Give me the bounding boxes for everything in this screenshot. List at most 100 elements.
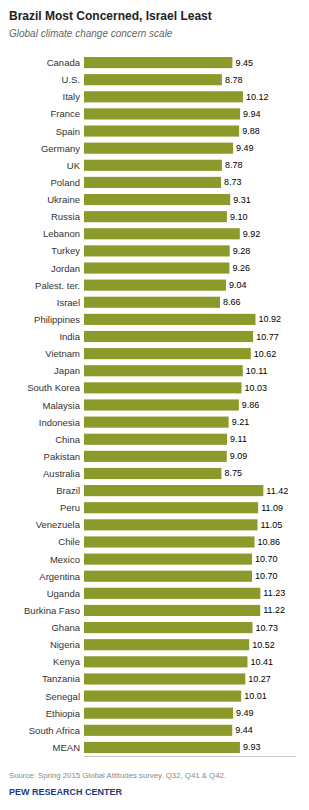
data-label: 11.42 — [266, 486, 288, 496]
bar — [84, 160, 222, 171]
data-label: 10.73 — [256, 623, 279, 633]
data-label: 8.78 — [225, 160, 243, 170]
category-label: South Korea — [27, 382, 81, 393]
bars — [84, 57, 263, 753]
category-label: Ghana — [51, 622, 80, 633]
category-label: Jordan — [51, 263, 80, 274]
data-label: 11.09 — [261, 503, 283, 513]
data-label: 11.22 — [263, 605, 285, 615]
category-label: Canada — [47, 57, 81, 68]
bar — [84, 536, 255, 547]
category-label: Italy — [63, 91, 81, 102]
data-label: 8.78 — [225, 75, 243, 85]
data-label: 9.86 — [242, 400, 260, 410]
category-label: Australia — [43, 468, 81, 479]
bar — [84, 622, 253, 633]
category-label: Peru — [60, 502, 80, 513]
category-label: Chile — [58, 536, 80, 547]
category-label: Spain — [56, 126, 80, 137]
category-label: Malaysia — [43, 400, 81, 411]
bar — [84, 399, 239, 410]
category-label: Venezuela — [36, 519, 81, 530]
data-label: 9.26 — [232, 263, 250, 273]
bar — [84, 519, 258, 530]
category-label: Poland — [50, 177, 80, 188]
bar — [84, 194, 230, 205]
data-label: 10.70 — [255, 571, 278, 581]
data-label: 10.12 — [246, 92, 269, 102]
category-label: Russia — [51, 211, 81, 222]
bar — [84, 434, 227, 445]
bar — [84, 297, 220, 308]
category-label: Germany — [41, 143, 80, 154]
data-label: 9.88 — [242, 126, 260, 136]
bar — [84, 468, 221, 479]
category-label: China — [55, 434, 81, 445]
category-label: Mexico — [50, 554, 80, 565]
data-label: 10.77 — [256, 332, 279, 342]
category-label: Senegal — [45, 691, 80, 702]
data-label: 9.21 — [232, 417, 250, 427]
bar — [84, 691, 241, 702]
data-label: 10.11 — [246, 366, 268, 376]
bar — [84, 656, 247, 667]
bar — [84, 554, 252, 565]
data-label: 11.23 — [263, 588, 285, 598]
data-label: 10.27 — [248, 674, 271, 684]
bar — [84, 143, 233, 154]
category-label: Turkey — [51, 245, 80, 256]
subtitle: Global climate change concern scale — [9, 28, 173, 39]
category-label: Kenya — [53, 656, 81, 667]
category-label: Ukraine — [47, 194, 80, 205]
bar — [84, 742, 240, 753]
bar — [84, 365, 243, 376]
category-label: Lebanon — [43, 228, 80, 239]
data-label: 9.09 — [230, 451, 248, 461]
data-label: 9.10 — [230, 212, 248, 222]
category-label: France — [50, 108, 80, 119]
category-label: Argentina — [39, 571, 80, 582]
category-label: UK — [67, 160, 81, 171]
source: Source: Spring 2015 Global Attitudes sur… — [9, 771, 226, 780]
data-label: 10.03 — [245, 383, 268, 393]
category-label: Nigeria — [50, 639, 81, 650]
category-label: Brazil — [56, 485, 80, 496]
data-label: 9.49 — [236, 143, 254, 153]
category-label: Burkina Faso — [24, 605, 80, 616]
data-label: 8.73 — [224, 177, 242, 187]
bar — [84, 673, 245, 684]
bar — [84, 451, 227, 462]
bar — [84, 125, 239, 136]
data-label: 10.62 — [254, 349, 277, 359]
category-label: Uganda — [47, 588, 81, 599]
data-label: 9.44 — [235, 725, 253, 735]
data-label: 10.41 — [250, 657, 273, 667]
category-label: Israel — [57, 297, 80, 308]
data-label: 9.28 — [233, 246, 251, 256]
data-label: 9.04 — [229, 280, 247, 290]
category-label: Philippines — [34, 314, 80, 325]
chart: Brazil Most Concerned, Israel Least Globa… — [0, 0, 309, 810]
data-label: 8.75 — [224, 468, 242, 478]
data-label: 10.70 — [255, 554, 278, 564]
bar — [84, 177, 221, 188]
data-label: 11.05 — [261, 520, 283, 530]
bar — [84, 417, 229, 428]
bar — [84, 571, 252, 582]
category-label: South Africa — [29, 725, 81, 736]
bar — [84, 228, 240, 239]
category-label: Indonesia — [39, 417, 81, 428]
bar — [84, 708, 233, 719]
title: Brazil Most Concerned, Israel Least — [9, 9, 212, 23]
bar — [84, 57, 232, 68]
category-label: Japan — [54, 365, 80, 376]
footer: PEW RESEARCH CENTER — [9, 787, 123, 797]
bar — [84, 348, 251, 359]
data-label: 8.66 — [223, 297, 241, 307]
bar — [84, 91, 243, 102]
data-label: 9.49 — [236, 708, 254, 718]
category-label: U.S. — [62, 74, 80, 85]
data-label: 10.01 — [244, 691, 267, 701]
bar — [84, 211, 227, 222]
bar — [84, 331, 253, 342]
